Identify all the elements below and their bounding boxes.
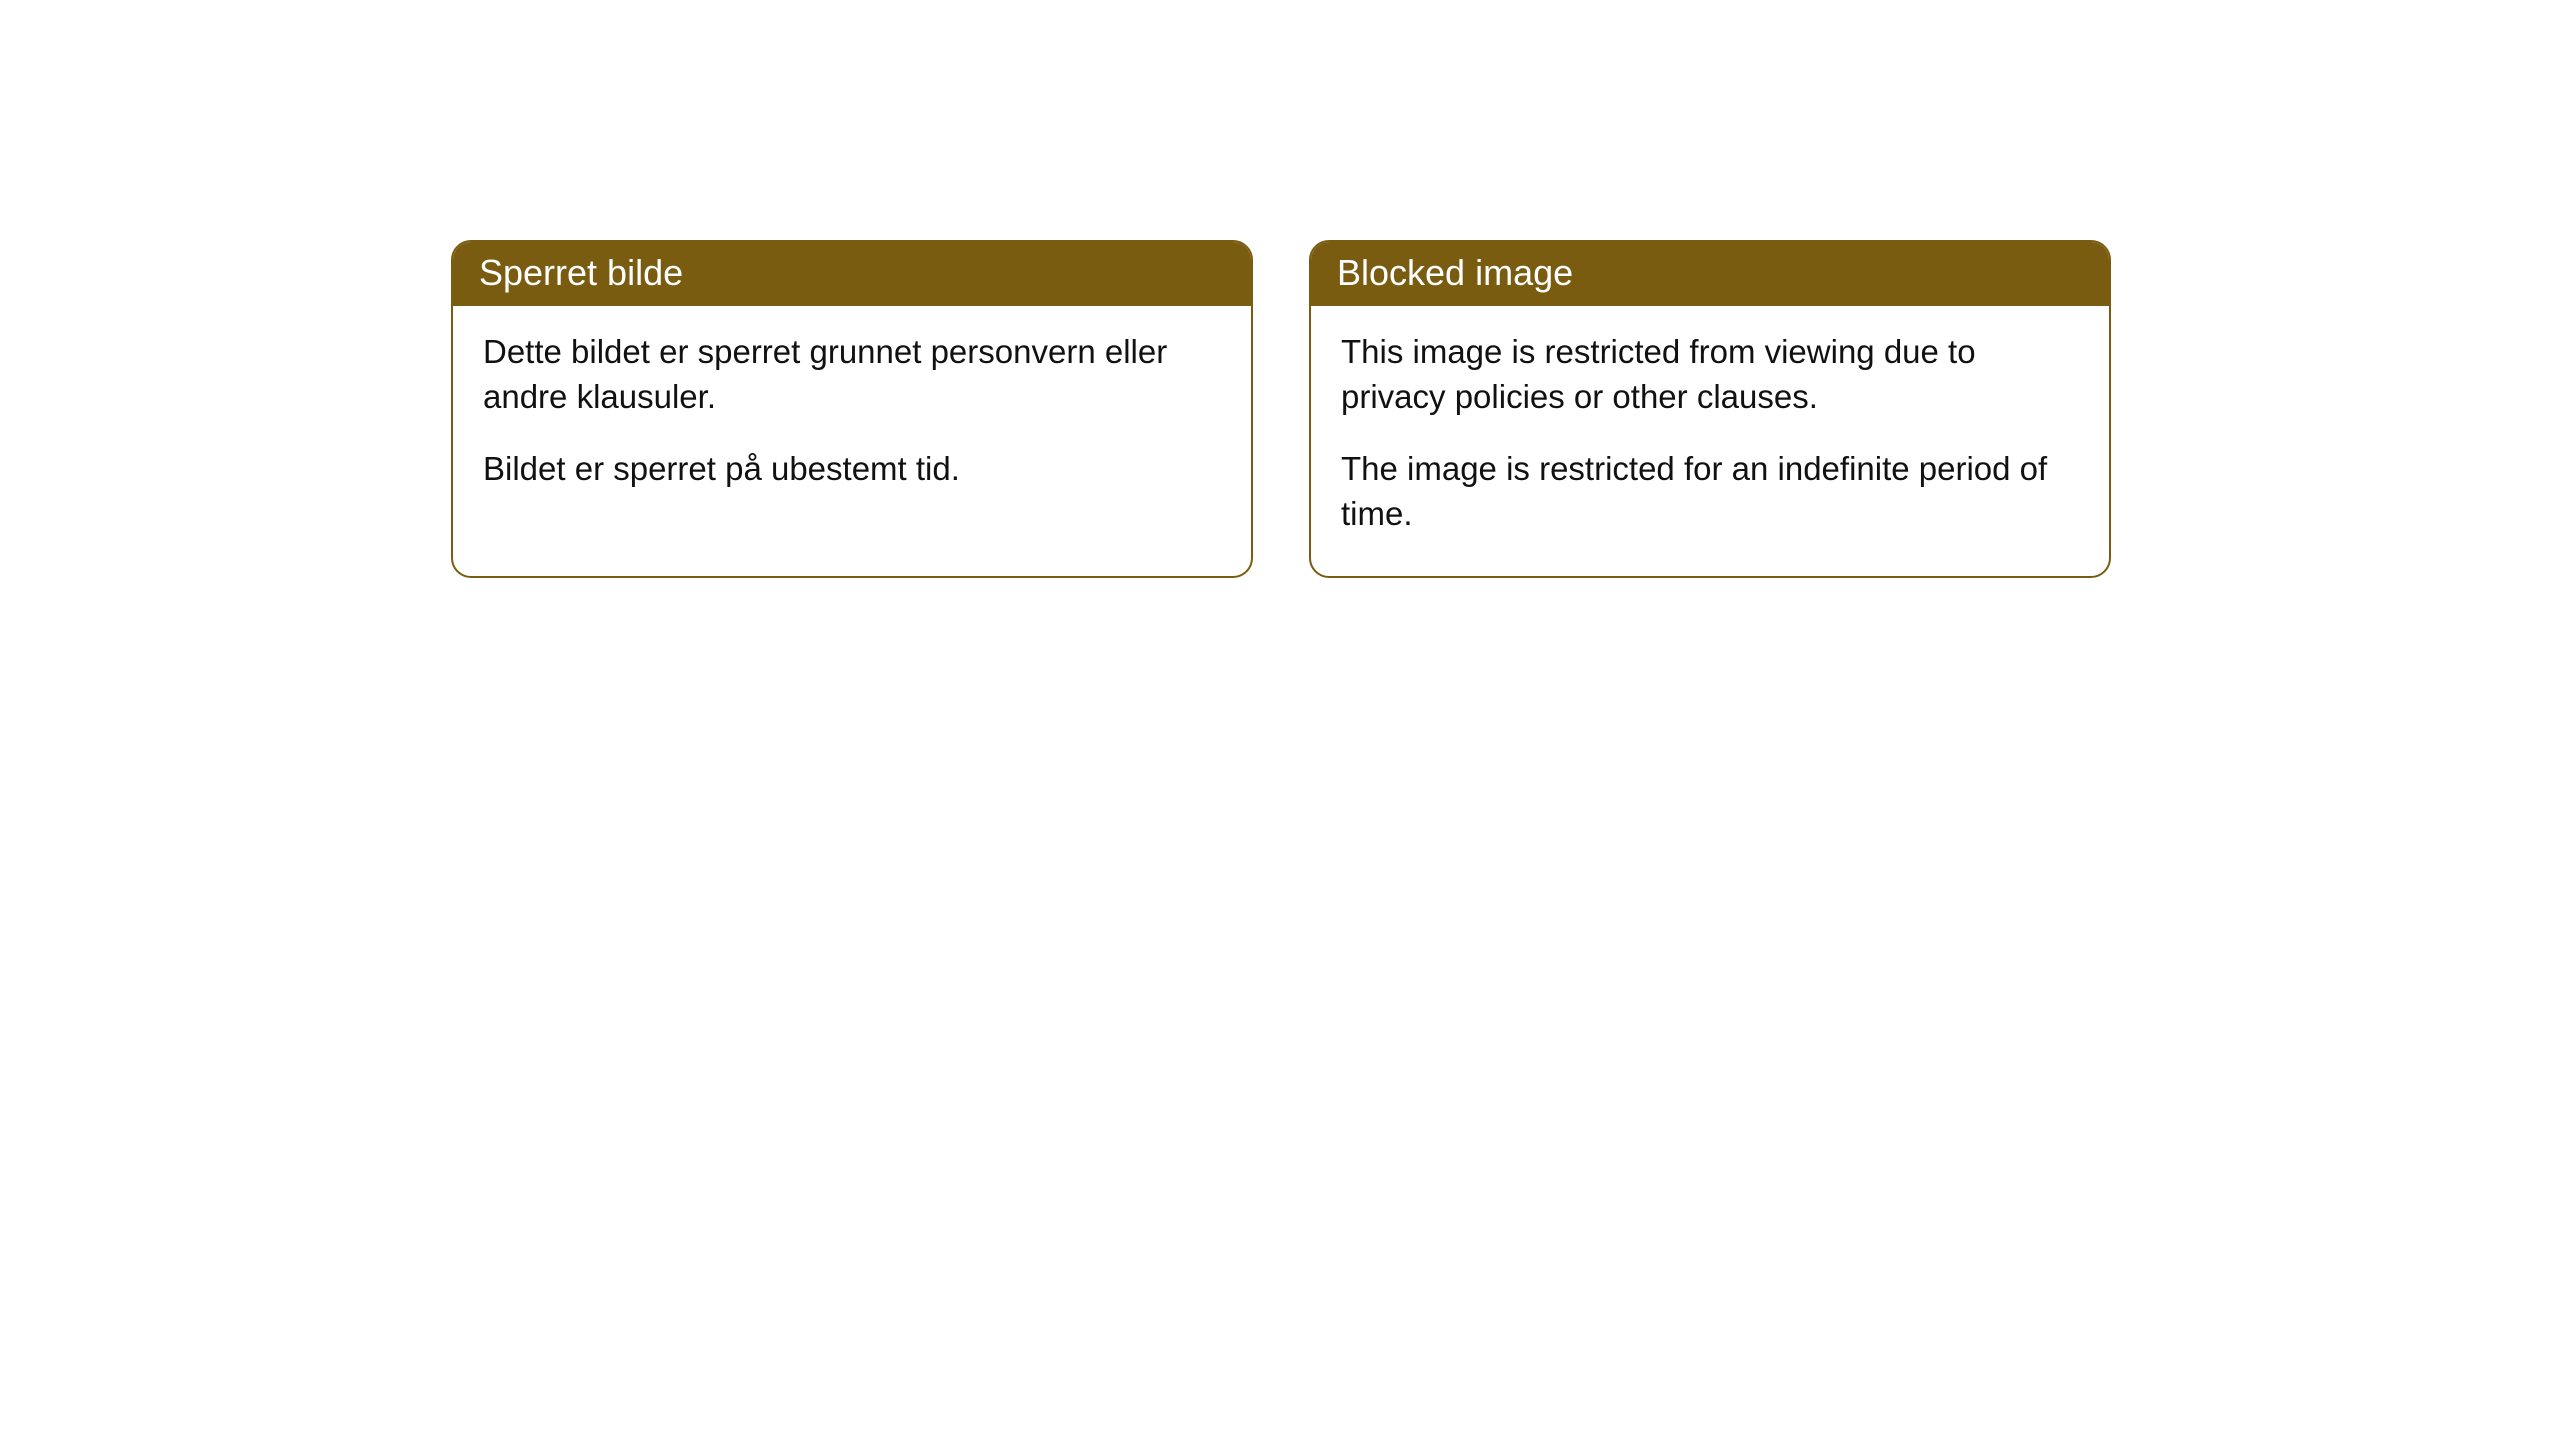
card-body: This image is restricted from viewing du… — [1311, 306, 2109, 576]
card-body: Dette bildet er sperret grunnet personve… — [453, 306, 1251, 532]
notice-card-english: Blocked image This image is restricted f… — [1309, 240, 2111, 578]
notice-card-norwegian: Sperret bilde Dette bildet er sperret gr… — [451, 240, 1253, 578]
card-paragraph: Dette bildet er sperret grunnet personve… — [483, 330, 1221, 419]
notice-cards-container: Sperret bilde Dette bildet er sperret gr… — [451, 240, 2111, 578]
card-paragraph: Bildet er sperret på ubestemt tid. — [483, 447, 1221, 492]
card-paragraph: This image is restricted from viewing du… — [1341, 330, 2079, 419]
card-header: Sperret bilde — [453, 242, 1251, 306]
card-paragraph: The image is restricted for an indefinit… — [1341, 447, 2079, 536]
card-header: Blocked image — [1311, 242, 2109, 306]
